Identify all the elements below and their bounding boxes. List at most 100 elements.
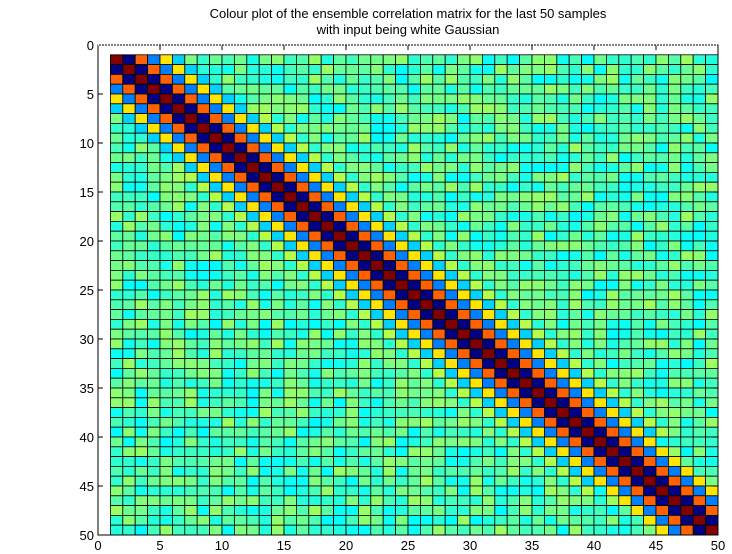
heatmap-cell bbox=[444, 416, 459, 428]
heatmap-cell bbox=[246, 407, 260, 418]
heatmap-cell bbox=[593, 230, 607, 242]
heatmap-cell bbox=[444, 230, 459, 242]
heatmap-cell bbox=[357, 407, 372, 418]
heatmap-cell bbox=[246, 299, 260, 310]
heatmap-cell bbox=[258, 83, 273, 95]
heatmap-cell bbox=[122, 289, 136, 301]
heatmap-cell bbox=[655, 338, 669, 350]
heatmap-cell bbox=[308, 289, 322, 301]
heatmap-cell bbox=[395, 162, 409, 173]
heatmap-cell bbox=[271, 456, 285, 467]
heatmap-cell bbox=[630, 74, 645, 85]
heatmap-cell bbox=[233, 328, 248, 340]
heatmap-cell bbox=[122, 524, 136, 536]
heatmap-cell bbox=[668, 416, 682, 428]
heatmap-cell bbox=[221, 387, 235, 399]
heatmap-cell bbox=[233, 142, 248, 154]
heatmap-cell bbox=[258, 289, 273, 301]
heatmap-cell bbox=[357, 201, 372, 213]
heatmap-cell bbox=[432, 103, 446, 115]
heatmap-cell bbox=[593, 367, 607, 379]
heatmap-cell bbox=[556, 113, 570, 124]
heatmap-cell bbox=[432, 328, 446, 340]
heatmap-cell bbox=[271, 93, 285, 105]
heatmap-cell bbox=[110, 171, 124, 183]
heatmap-cell bbox=[668, 132, 682, 144]
heatmap-cell bbox=[382, 113, 397, 124]
heatmap-cell bbox=[295, 358, 310, 369]
heatmap-cell bbox=[283, 142, 297, 154]
heatmap-cell bbox=[345, 426, 359, 438]
heatmap-cell bbox=[196, 377, 210, 389]
heatmap-cell bbox=[283, 279, 297, 291]
heatmap-cell bbox=[668, 279, 682, 291]
heatmap-cell bbox=[581, 83, 595, 95]
heatmap-cell bbox=[233, 387, 248, 399]
heatmap-cell bbox=[209, 318, 223, 330]
heatmap-cell bbox=[506, 181, 521, 193]
heatmap-cell bbox=[457, 123, 471, 134]
heatmap-cell bbox=[556, 201, 570, 213]
heatmap-cell bbox=[295, 220, 310, 232]
heatmap-cell bbox=[568, 240, 583, 252]
heatmap-cell bbox=[606, 515, 620, 526]
heatmap-cell bbox=[581, 289, 595, 301]
heatmap-cell bbox=[246, 524, 260, 536]
heatmap-cell bbox=[469, 367, 483, 379]
heatmap-cell bbox=[221, 475, 235, 487]
heatmap-cell bbox=[407, 495, 421, 506]
heatmap-cell bbox=[444, 524, 459, 536]
heatmap-cell bbox=[680, 377, 694, 389]
heatmap-cell bbox=[506, 123, 521, 134]
heatmap-cell bbox=[506, 201, 521, 213]
heatmap-cell bbox=[171, 348, 186, 359]
heatmap-cell bbox=[469, 416, 483, 428]
heatmap-cell bbox=[556, 328, 570, 340]
heatmap-cell bbox=[568, 289, 583, 301]
heatmap-cell bbox=[370, 348, 384, 359]
heatmap-cell bbox=[258, 377, 273, 389]
heatmap-cell bbox=[481, 328, 496, 340]
heatmap-cell bbox=[494, 181, 508, 193]
heatmap-cell bbox=[258, 181, 273, 193]
heatmap-cell bbox=[506, 279, 521, 291]
heatmap-cell bbox=[643, 397, 657, 408]
heatmap-cell bbox=[568, 123, 583, 134]
heatmap-cell bbox=[680, 279, 694, 291]
heatmap-cell bbox=[122, 387, 136, 399]
heatmap-cell bbox=[221, 318, 235, 330]
heatmap-cell bbox=[407, 289, 421, 301]
heatmap-cell bbox=[333, 103, 347, 115]
heatmap-cell bbox=[419, 201, 434, 213]
heatmap-cell bbox=[407, 83, 421, 95]
heatmap-cell bbox=[320, 397, 335, 408]
heatmap-cell bbox=[506, 358, 521, 369]
heatmap-cell bbox=[419, 220, 434, 232]
heatmap-cell bbox=[618, 367, 632, 379]
heatmap-cell bbox=[494, 191, 508, 203]
heatmap-cell bbox=[271, 338, 285, 350]
heatmap-cell bbox=[370, 201, 384, 213]
heatmap-cell bbox=[171, 289, 186, 301]
heatmap-cell bbox=[469, 162, 483, 173]
heatmap-cell bbox=[593, 397, 607, 408]
heatmap-cell bbox=[643, 407, 657, 418]
heatmap-cell bbox=[407, 475, 421, 487]
heatmap-cell bbox=[283, 299, 297, 310]
heatmap-cell bbox=[668, 387, 682, 399]
heatmap-cell bbox=[246, 181, 260, 193]
heatmap-cell bbox=[184, 171, 198, 183]
heatmap-cell bbox=[134, 269, 148, 281]
heatmap-cell bbox=[444, 328, 459, 340]
heatmap-cell bbox=[506, 162, 521, 173]
heatmap-cell bbox=[233, 269, 248, 281]
heatmap-cell bbox=[333, 309, 347, 320]
heatmap-cell bbox=[692, 279, 707, 291]
heatmap-cell bbox=[680, 250, 694, 262]
heatmap-cell bbox=[147, 74, 161, 85]
heatmap-cell bbox=[680, 436, 694, 448]
heatmap-cell bbox=[184, 269, 198, 281]
heatmap-cell bbox=[457, 289, 471, 301]
heatmap-cell bbox=[556, 358, 570, 369]
heatmap-cell bbox=[531, 103, 545, 115]
